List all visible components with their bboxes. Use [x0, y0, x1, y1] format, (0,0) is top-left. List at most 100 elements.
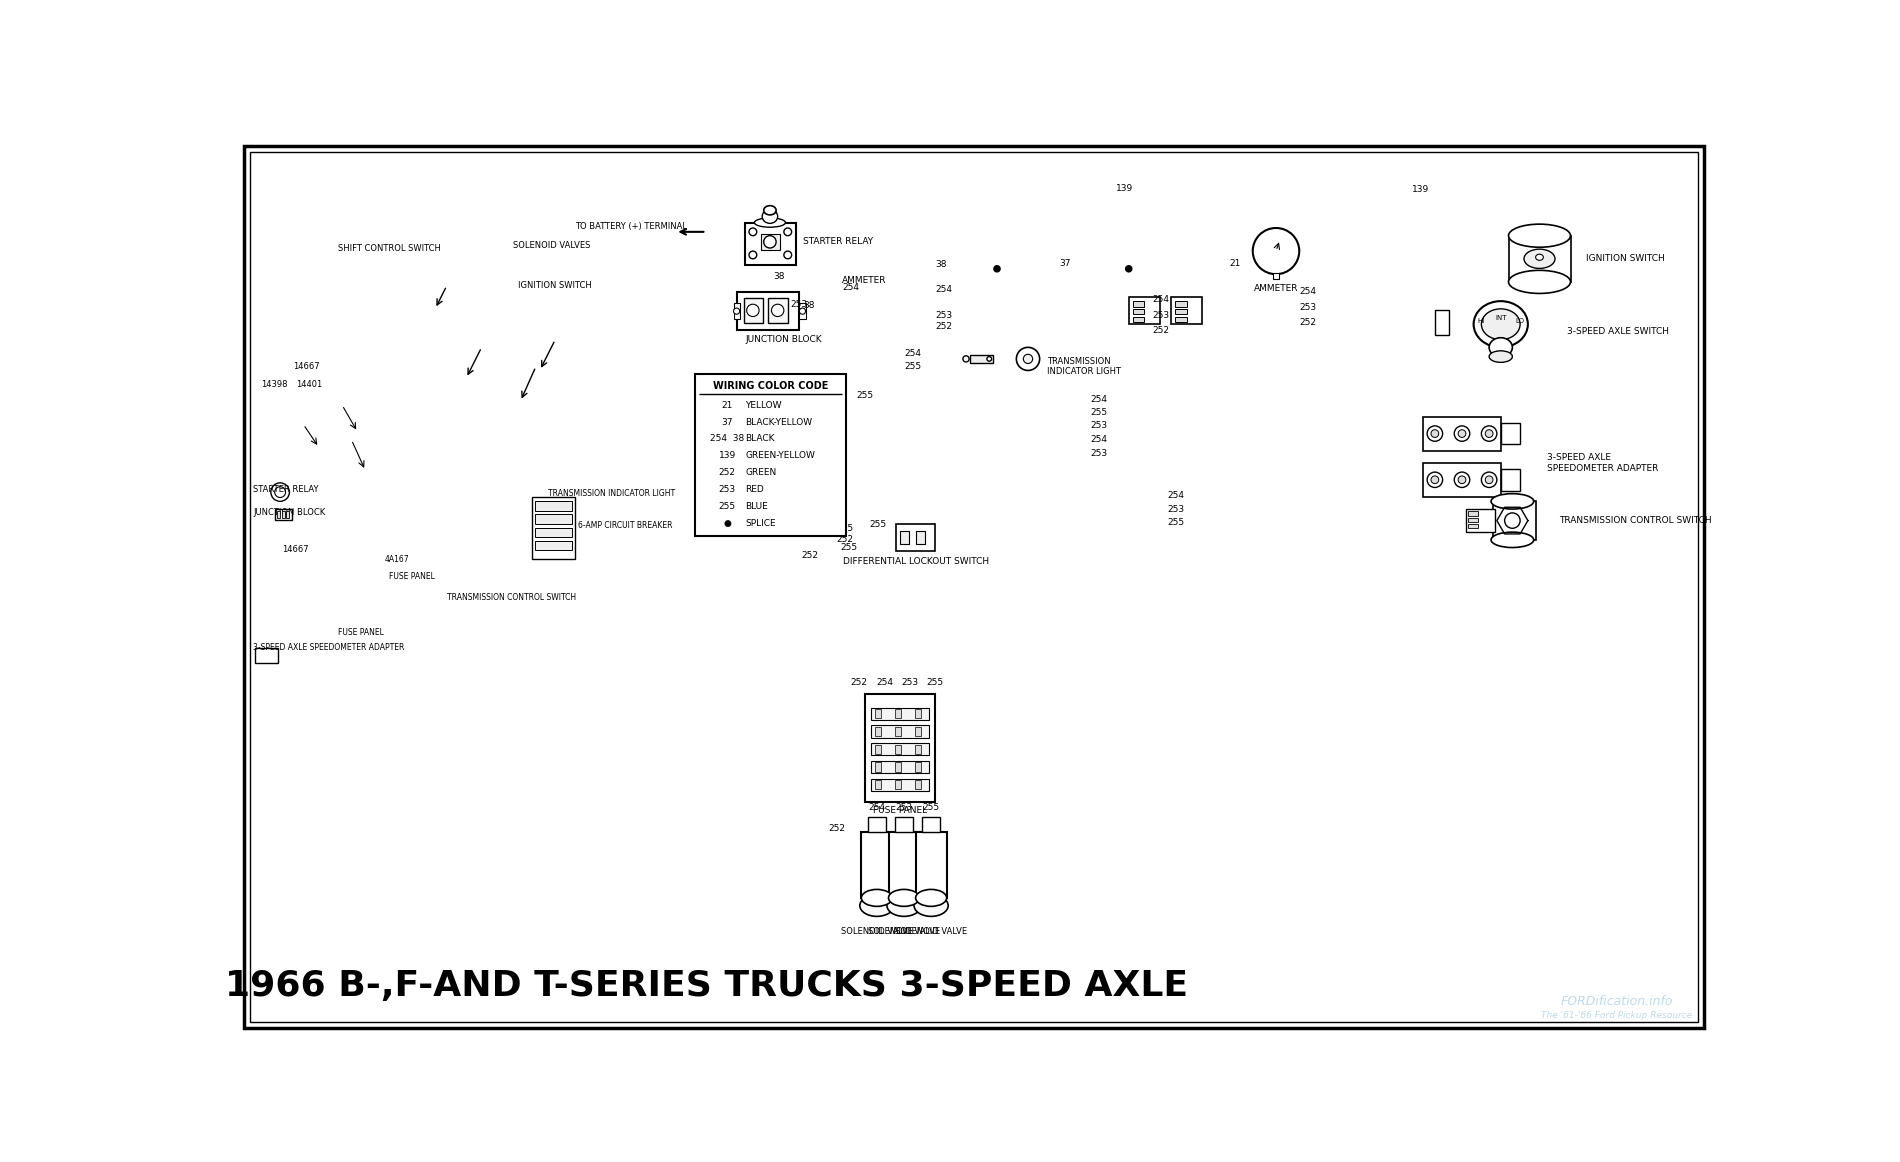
Bar	[287, 511, 289, 517]
Text: BLACK: BLACK	[745, 435, 775, 444]
Text: 253: 253	[1091, 422, 1108, 430]
Bar	[695, 374, 846, 536]
Text: INT: INT	[1495, 315, 1507, 321]
Text: 253: 253	[1091, 449, 1108, 458]
Text: IGNITION SWITCH: IGNITION SWITCH	[519, 281, 591, 290]
Text: 255: 255	[1167, 517, 1184, 526]
Ellipse shape	[914, 895, 948, 917]
Bar	[916, 780, 922, 789]
Text: 255: 255	[802, 416, 819, 425]
Circle shape	[407, 508, 426, 526]
Text: 252: 252	[1300, 318, 1317, 328]
Bar	[745, 223, 796, 265]
Bar	[969, 356, 994, 363]
Ellipse shape	[1474, 301, 1528, 347]
Bar	[895, 762, 901, 772]
Text: SOLENOID VALVE: SOLENOID VALVE	[868, 926, 940, 935]
Text: 253: 253	[802, 466, 819, 475]
Bar	[1176, 316, 1188, 322]
Bar	[1469, 517, 1478, 522]
Circle shape	[346, 565, 359, 576]
Bar	[536, 528, 572, 537]
Bar	[733, 303, 739, 318]
Bar	[1501, 469, 1520, 490]
Bar	[760, 235, 781, 250]
Ellipse shape	[1490, 338, 1512, 357]
Text: 139: 139	[718, 451, 735, 460]
Ellipse shape	[762, 209, 777, 223]
Text: 253: 253	[1151, 310, 1168, 320]
Text: 3-SPEED AXLE SPEEDOMETER ADAPTER: 3-SPEED AXLE SPEEDOMETER ADAPTER	[253, 643, 405, 652]
Text: TRANSMISSION CONTROL SWITCH: TRANSMISSION CONTROL SWITCH	[1558, 516, 1712, 525]
Text: 252: 252	[802, 551, 819, 560]
Bar	[1132, 301, 1144, 307]
Circle shape	[1017, 347, 1039, 371]
Text: 4A167: 4A167	[384, 554, 408, 564]
Bar	[1434, 310, 1450, 335]
Text: 139: 139	[1117, 185, 1134, 193]
Bar	[1176, 301, 1188, 307]
Text: 37: 37	[722, 417, 733, 426]
Bar	[281, 511, 285, 517]
Ellipse shape	[1509, 271, 1571, 294]
Text: 252: 252	[802, 519, 819, 529]
Bar	[897, 524, 935, 552]
Bar	[536, 515, 572, 524]
Text: FORDification.info: FORDification.info	[1560, 996, 1674, 1009]
Circle shape	[1427, 472, 1442, 488]
Text: 255: 255	[836, 524, 853, 533]
Ellipse shape	[1535, 254, 1543, 260]
Text: 21: 21	[722, 401, 733, 409]
Text: 3-SPEED AXLE SWITCH: 3-SPEED AXLE SWITCH	[1568, 328, 1668, 337]
Text: RED: RED	[745, 486, 764, 494]
Bar	[1273, 273, 1279, 279]
Text: 139: 139	[802, 478, 819, 487]
Ellipse shape	[1490, 351, 1512, 363]
Text: 254: 254	[904, 349, 922, 358]
Text: 252: 252	[1151, 325, 1168, 335]
Text: SOLENOID VALVES: SOLENOID VALVES	[513, 242, 591, 250]
Circle shape	[800, 308, 806, 314]
Ellipse shape	[1524, 249, 1554, 268]
Bar	[916, 531, 925, 545]
Text: 254: 254	[1091, 395, 1108, 404]
Bar	[895, 745, 901, 754]
Bar	[737, 292, 800, 330]
Bar	[895, 727, 901, 737]
Text: 255: 255	[855, 390, 872, 400]
Bar	[1423, 462, 1501, 497]
Text: 21: 21	[1229, 259, 1241, 268]
Text: 38: 38	[804, 301, 815, 310]
Text: HI: HI	[1478, 318, 1486, 324]
Bar	[874, 727, 882, 737]
Bar	[1501, 423, 1520, 444]
Ellipse shape	[1492, 494, 1533, 509]
Circle shape	[986, 357, 992, 361]
Text: 255: 255	[904, 363, 922, 371]
Text: 252: 252	[836, 536, 853, 544]
Text: DIFFERENTIAL LOCKOUT SWITCH: DIFFERENTIAL LOCKOUT SWITCH	[842, 557, 988, 566]
Text: 255: 255	[868, 519, 885, 529]
Circle shape	[1431, 476, 1438, 483]
Circle shape	[749, 251, 756, 259]
Ellipse shape	[1509, 224, 1571, 248]
Bar	[895, 817, 914, 832]
Bar	[861, 832, 893, 898]
Text: SOLENOID VALVE: SOLENOID VALVE	[895, 926, 967, 935]
Circle shape	[1431, 430, 1438, 437]
Text: 254: 254	[876, 677, 893, 687]
Bar	[276, 509, 293, 519]
Text: BLUE: BLUE	[745, 502, 768, 511]
Text: 255: 255	[1091, 408, 1108, 417]
Bar	[901, 531, 910, 545]
Bar	[874, 780, 882, 789]
Bar	[536, 501, 572, 510]
Text: AMMETER: AMMETER	[1254, 284, 1298, 293]
Text: IGNITION SWITCH: IGNITION SWITCH	[1586, 254, 1664, 264]
Text: TRANSMISSION CONTROL SWITCH: TRANSMISSION CONTROL SWITCH	[446, 593, 576, 602]
Text: 252: 252	[935, 322, 952, 331]
Bar	[874, 709, 882, 718]
Text: 1966 B-,F-AND T-SERIES TRUCKS 3-SPEED AXLE: 1966 B-,F-AND T-SERIES TRUCKS 3-SPEED AX…	[224, 969, 1188, 1004]
Text: 254: 254	[935, 285, 952, 294]
Text: 14401: 14401	[296, 380, 321, 389]
